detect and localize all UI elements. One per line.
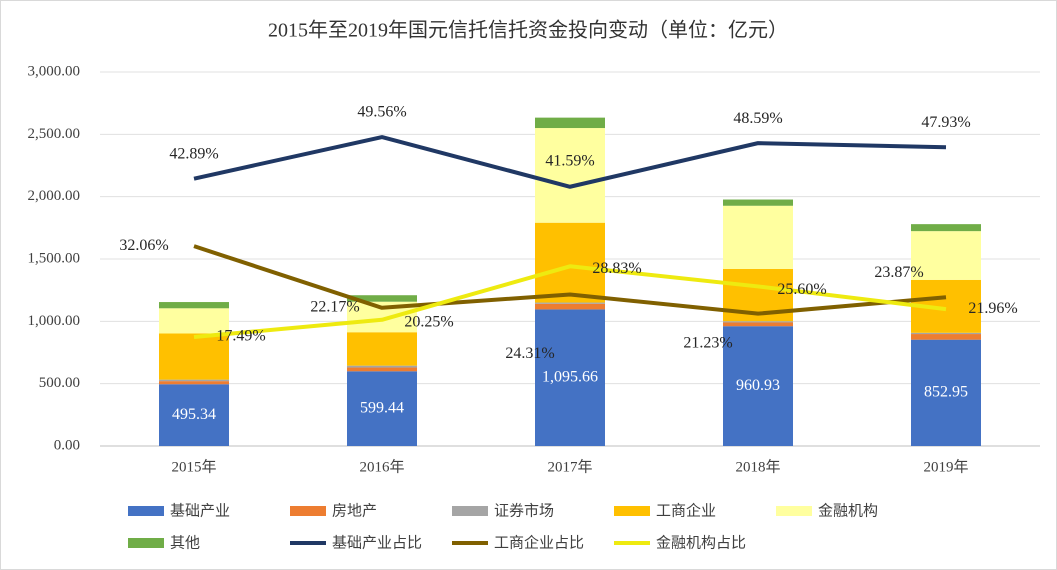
- line-value-label: 42.89%: [169, 145, 218, 162]
- line-value-label: 22.17%: [310, 298, 359, 315]
- bar-segment: [723, 321, 793, 323]
- bar-segment: [535, 302, 605, 304]
- y-tick-label: 500.00: [39, 375, 80, 391]
- legend-label: 基础产业占比: [332, 534, 422, 552]
- line-value-label: 17.49%: [216, 328, 265, 345]
- y-tick-label: 2,500.00: [28, 126, 81, 142]
- legend-label: 金融机构: [818, 502, 878, 520]
- chart-title: 2015年至2019年国元信托信托资金投向变动（单位：亿元）: [268, 19, 788, 42]
- legend-label: 证券市场: [494, 502, 554, 520]
- bar-segment: [347, 365, 417, 368]
- bar-segment: [723, 322, 793, 327]
- line-series: [193, 135, 947, 189]
- legend-label: 房地产: [332, 502, 377, 520]
- bar-segment: [723, 326, 793, 446]
- legend-label: 工商企业: [656, 502, 716, 520]
- legend-swatch: [776, 506, 812, 516]
- line-value-label: 32.06%: [119, 237, 168, 254]
- y-tick-label: 1,000.00: [28, 313, 81, 329]
- bar-segment: [159, 302, 229, 309]
- line-series: [193, 244, 947, 316]
- x-tick-label: 2015年: [171, 458, 216, 475]
- line-value-label: 47.93%: [921, 114, 970, 131]
- line-value-label: 41.59%: [545, 152, 594, 169]
- legend-swatch: [128, 538, 164, 548]
- bar-segment: [347, 367, 417, 372]
- bar-segment: [347, 371, 417, 446]
- line-value-label: 21.23%: [683, 334, 732, 351]
- legend-label: 基础产业: [170, 502, 230, 520]
- line-value-label: 20.25%: [404, 313, 453, 330]
- bar-segment: [535, 117, 605, 129]
- bar-segment: [535, 309, 605, 446]
- bar-segment: [911, 231, 981, 280]
- x-tick-label: 2016年: [359, 458, 404, 475]
- line-value-label: 25.60%: [777, 281, 826, 298]
- bar-value-label: 852.95: [924, 384, 968, 401]
- legend-swatch: [614, 506, 650, 516]
- line-value-label: 24.31%: [505, 345, 554, 362]
- line-value-label: 21.96%: [968, 300, 1017, 317]
- y-tick-label: 1,500.00: [28, 250, 81, 266]
- y-tick-label: 3,000.00: [28, 63, 81, 79]
- line-value-label: 23.87%: [874, 264, 923, 281]
- bar-segment: [535, 303, 605, 310]
- bar-value-label: 599.44: [360, 399, 404, 416]
- line-value-label: 48.59%: [733, 110, 782, 127]
- y-tick-label: 2,000.00: [28, 188, 81, 204]
- bar-segment: [911, 339, 981, 446]
- bar-segment: [535, 222, 605, 303]
- bar-segment: [911, 334, 981, 340]
- x-tick-label: 2017年: [547, 458, 592, 475]
- bar-segment: [347, 295, 417, 302]
- bar-segment: [159, 379, 229, 382]
- x-tick-label: 2018年: [735, 458, 780, 475]
- bar-segment: [159, 333, 229, 380]
- bar-value-label: 960.93: [736, 377, 780, 394]
- bar-segment: [159, 308, 229, 334]
- bar-segment: [159, 384, 229, 446]
- legend-label: 其他: [170, 534, 200, 552]
- line-value-label: 49.56%: [357, 104, 406, 121]
- bar-segment: [911, 224, 981, 232]
- bar-segment: [911, 332, 981, 335]
- y-tick-label: 0.00: [54, 437, 80, 453]
- line-series: [193, 264, 947, 339]
- bar-segment: [723, 199, 793, 206]
- bar-segment: [535, 128, 605, 223]
- bar-segment: [159, 381, 229, 385]
- legend-label: 工商企业占比: [494, 534, 584, 552]
- bar-value-label: 1,095.66: [542, 368, 598, 385]
- bar-value-label: 495.34: [172, 406, 216, 423]
- legend-swatch: [128, 506, 164, 516]
- legend-swatch: [452, 506, 488, 516]
- bar-segment: [347, 332, 417, 366]
- bar-segment: [723, 205, 793, 269]
- line-value-label: 28.83%: [592, 260, 641, 277]
- legend-label: 金融机构占比: [656, 534, 746, 552]
- x-tick-label: 2019年: [923, 458, 968, 475]
- legend-swatch: [290, 506, 326, 516]
